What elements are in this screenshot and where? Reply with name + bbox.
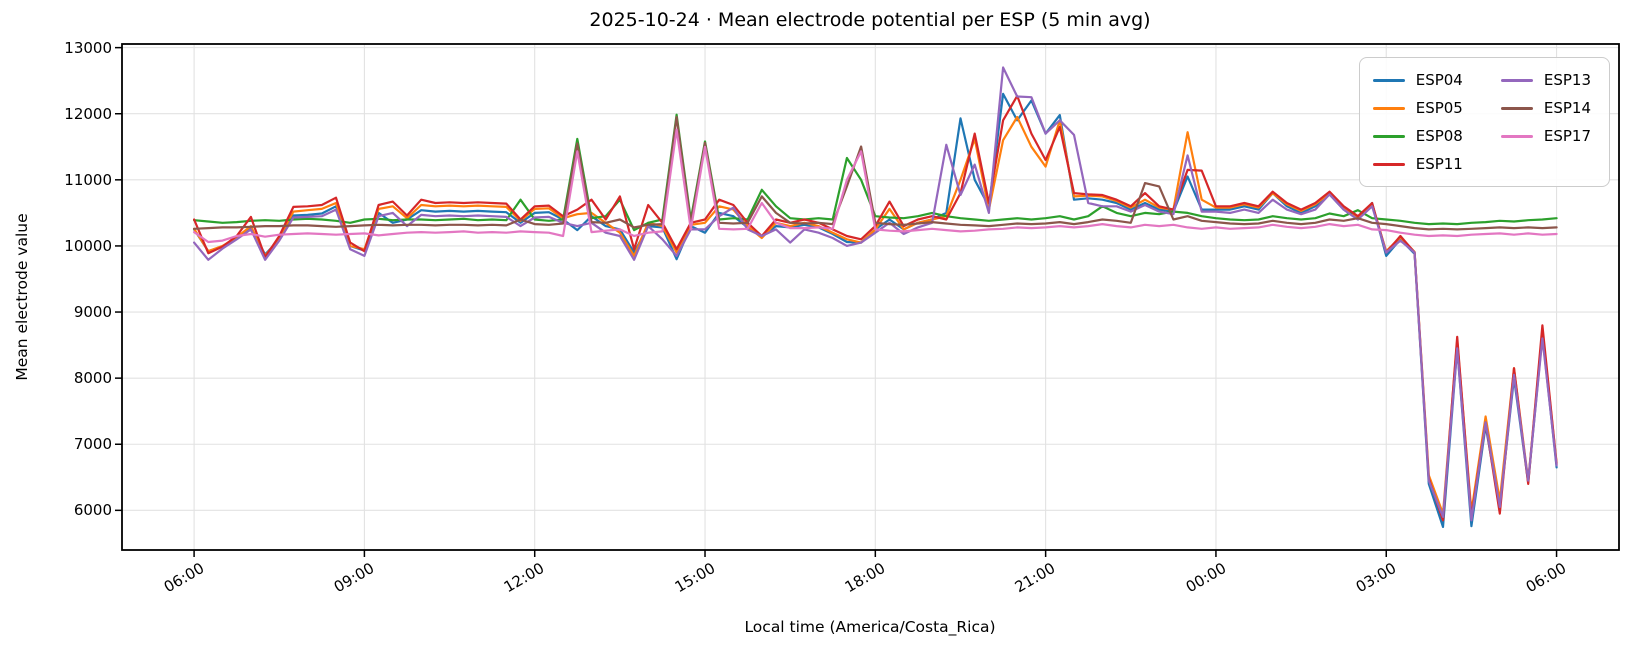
legend-label: ESP13 — [1543, 71, 1591, 89]
legend-label: ESP11 — [1415, 155, 1463, 173]
legend-label: ESP08 — [1415, 127, 1463, 145]
y-tick-label: 9000 — [73, 303, 112, 322]
y-tick-label: 11000 — [64, 170, 112, 189]
series-line-ESP14 — [193, 115, 1558, 231]
legend-line-swatch — [1500, 106, 1533, 110]
legend-line-swatch — [1372, 162, 1405, 166]
legend: ESP04 ESP05 ESP08 ESP11 ESP13 ESP14 ESP17 — [1358, 57, 1610, 187]
legend-line-swatch — [1372, 134, 1405, 138]
series-line-ESP08 — [193, 113, 1558, 232]
legend-grid: ESP04 ESP05 ESP08 ESP11 ESP13 ESP14 ESP17 — [1372, 66, 1591, 178]
legend-item-ESP11: ESP11 — [1372, 150, 1463, 178]
y-tick-label: 12000 — [64, 104, 112, 123]
legend-line-swatch — [1500, 134, 1533, 138]
legend-item-ESP08: ESP08 — [1372, 122, 1463, 150]
legend-label: ESP14 — [1543, 99, 1591, 117]
chart-title: 2025-10-24 · Mean electrode potential pe… — [589, 9, 1151, 31]
y-tick-label: 6000 — [73, 501, 112, 520]
y-tick-label: 7000 — [73, 435, 112, 454]
legend-item-ESP04: ESP04 — [1372, 66, 1463, 94]
legend-line-swatch — [1372, 78, 1405, 82]
y-tick-label: 8000 — [73, 369, 112, 388]
y-tick-label: 13000 — [64, 38, 112, 57]
y-tick-label: 10000 — [64, 236, 112, 255]
legend-label: ESP05 — [1415, 99, 1463, 117]
series-line-ESP13 — [193, 66, 1558, 522]
axes-spines — [121, 43, 1620, 551]
legend-line-swatch — [1500, 78, 1533, 82]
legend-line-swatch — [1372, 106, 1405, 110]
legend-item-ESP17: ESP17 — [1500, 122, 1591, 150]
legend-label: ESP04 — [1415, 71, 1463, 89]
legend-item-ESP05: ESP05 — [1372, 94, 1463, 122]
x-axis-label: Local time (America/Costa_Rica) — [744, 618, 996, 636]
legend-item-ESP13: ESP13 — [1500, 66, 1591, 94]
legend-label: ESP17 — [1543, 127, 1591, 145]
legend-item-ESP14: ESP14 — [1500, 94, 1591, 122]
series-line-ESP17 — [193, 128, 1558, 244]
